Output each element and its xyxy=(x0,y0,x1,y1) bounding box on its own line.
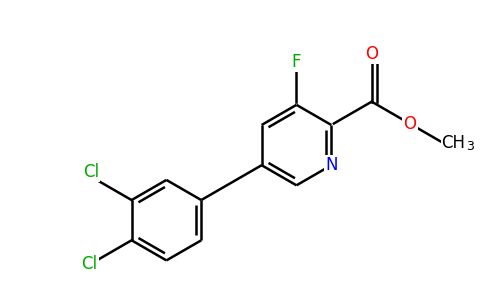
Text: CH: CH xyxy=(441,134,466,152)
Text: O: O xyxy=(365,45,378,63)
Text: 3: 3 xyxy=(466,140,474,153)
Text: Cl: Cl xyxy=(81,255,97,273)
Text: Cl: Cl xyxy=(83,163,99,181)
Text: F: F xyxy=(292,53,301,71)
Text: O: O xyxy=(403,116,416,134)
Text: N: N xyxy=(325,156,337,174)
